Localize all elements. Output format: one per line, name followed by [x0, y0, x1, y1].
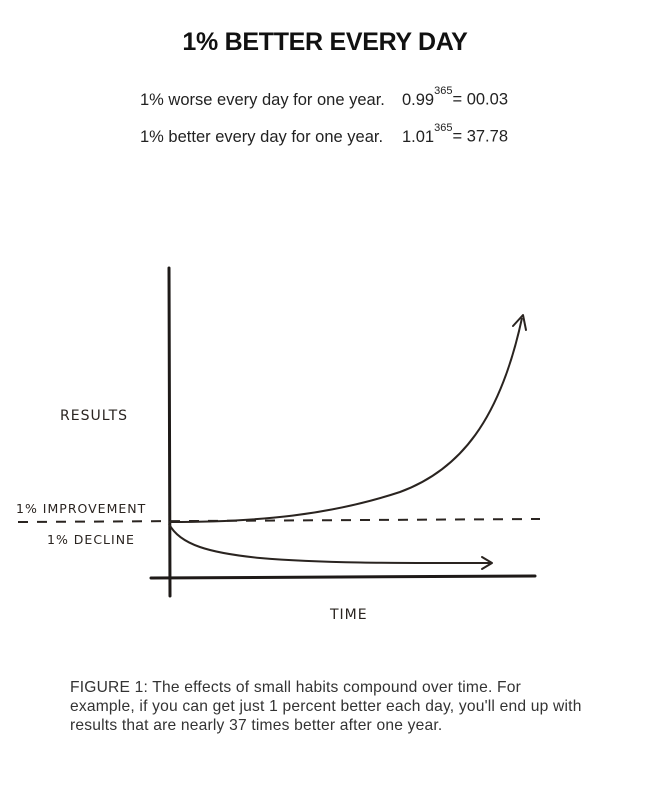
y-axis-label: RESULTS [60, 408, 128, 424]
equation-base: 1.01 [402, 127, 435, 146]
equation-better: 1% better every day for one year. 1.01365… [140, 122, 508, 147]
equation-result: = 00.03 [452, 90, 508, 109]
page-title: 1% BETTER EVERY DAY [182, 28, 468, 56]
improvement-arrow-head-icon [512, 314, 527, 331]
decline-curve [168, 523, 491, 565]
improvement-curve [168, 317, 523, 523]
equation-label: 1% better every day for one year. [140, 127, 384, 146]
decline-label: 1% DECLINE [47, 532, 135, 547]
equation-worse: 1% worse every day for one year. 0.99365=… [140, 85, 508, 110]
figure-caption: FIGURE 1: The effects of small habits co… [70, 679, 582, 734]
equation-label: 1% worse every day for one year. [140, 90, 385, 109]
x-axis-label: TIME [329, 607, 368, 623]
improvement-label: 1% IMPROVEMENT [16, 501, 146, 516]
equation-exponent: 365 [434, 85, 453, 97]
y-axis [167, 266, 172, 598]
equation-base: 0.99 [402, 90, 435, 109]
equation-result: = 37.78 [452, 127, 508, 146]
x-axis [149, 574, 537, 580]
baseline-dashed-line [17, 518, 541, 523]
chart: RESULTS 1% IMPROVEMENT 1% DECLINE TIME [16, 266, 541, 623]
decline-arrow-head-icon [481, 556, 493, 570]
equation-exponent: 365 [434, 122, 453, 134]
